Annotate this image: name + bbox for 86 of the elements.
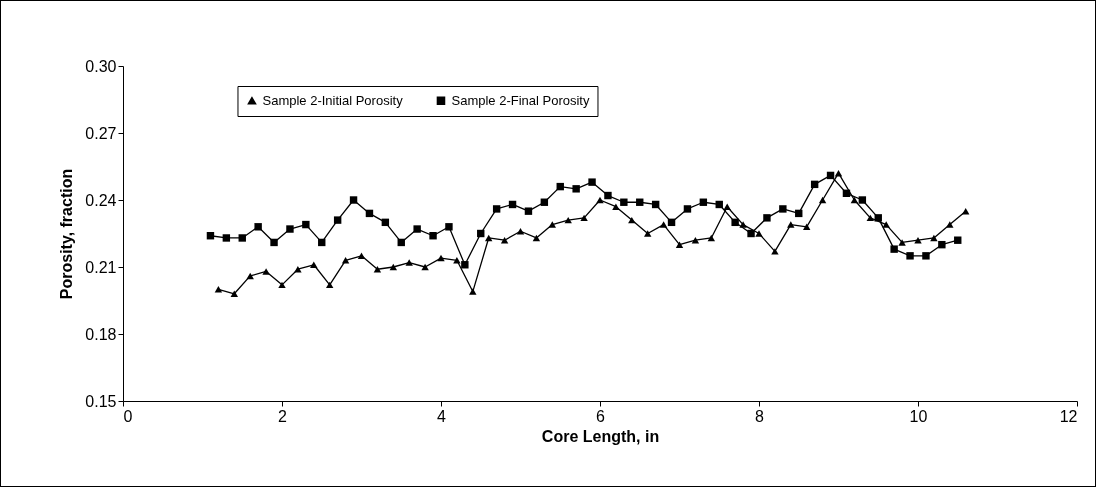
point	[779, 205, 787, 213]
point	[222, 234, 231, 242]
point	[246, 272, 254, 280]
point	[429, 232, 437, 240]
point	[349, 196, 358, 204]
point	[492, 205, 501, 213]
point	[890, 245, 898, 253]
point	[469, 288, 477, 295]
point	[580, 214, 588, 222]
point	[532, 234, 541, 242]
point	[906, 252, 914, 260]
point	[747, 229, 755, 238]
point	[954, 236, 962, 244]
point	[548, 221, 557, 228]
point	[961, 207, 970, 215]
point	[389, 263, 398, 271]
x-tick-label: 6	[596, 407, 606, 425]
y-tick-label: 0.18	[85, 325, 117, 343]
point	[325, 281, 334, 289]
x-tick-label: 10	[909, 407, 928, 425]
point	[818, 196, 827, 204]
point	[254, 223, 262, 231]
point	[357, 252, 366, 260]
point	[723, 203, 731, 210]
point	[755, 230, 763, 237]
point	[850, 196, 859, 204]
point	[262, 268, 270, 275]
point	[612, 203, 620, 210]
point	[802, 223, 811, 231]
point	[333, 216, 342, 224]
point	[445, 223, 453, 231]
y-tick-label: 0.21	[85, 258, 117, 276]
point	[930, 234, 938, 242]
legend-label: Sample 2-Final Porosity	[451, 92, 590, 108]
point	[866, 214, 875, 222]
point	[214, 286, 223, 293]
point	[405, 259, 413, 266]
point	[270, 238, 278, 247]
point	[938, 240, 946, 249]
point	[683, 205, 692, 213]
x-tick-label: 8	[755, 407, 765, 425]
point	[278, 281, 286, 289]
point	[620, 198, 628, 206]
x-tick-label: 2	[278, 407, 288, 425]
point	[874, 214, 882, 222]
y-tick-label: 0.27	[85, 124, 117, 142]
point	[421, 263, 429, 271]
point	[604, 191, 612, 200]
y-tick-label: 0.24	[85, 191, 117, 209]
point	[643, 230, 652, 237]
point	[341, 257, 350, 264]
point	[731, 218, 739, 227]
point	[763, 214, 771, 222]
point	[238, 234, 246, 242]
point	[588, 178, 596, 186]
point	[413, 225, 421, 233]
point	[310, 261, 318, 268]
point	[286, 225, 294, 233]
legend-label: Sample 2-Initial Porosity	[262, 92, 404, 108]
point	[922, 252, 930, 260]
point	[302, 220, 310, 229]
point	[461, 261, 469, 269]
y-tick-label: 0.15	[85, 392, 117, 410]
point	[572, 185, 580, 193]
point	[230, 290, 239, 298]
point	[834, 169, 843, 177]
x-tick-label: 0	[123, 407, 133, 425]
point	[946, 221, 954, 228]
point	[675, 241, 684, 248]
point	[787, 221, 795, 228]
point	[659, 221, 668, 228]
point	[771, 248, 779, 255]
point	[453, 257, 461, 264]
point	[898, 239, 906, 246]
point	[484, 234, 493, 242]
point	[707, 234, 716, 242]
y-tick-label: 0.30	[85, 57, 117, 75]
point	[858, 196, 867, 204]
point	[596, 196, 604, 204]
x-tick-label: 4	[437, 407, 447, 425]
y-axis-title: Porosity, fraction	[58, 168, 76, 300]
point	[524, 207, 533, 215]
point	[437, 254, 445, 262]
x-axis-title: Core Length, in	[541, 427, 660, 445]
x-tick-label: 12	[1059, 407, 1078, 425]
point	[882, 221, 890, 228]
